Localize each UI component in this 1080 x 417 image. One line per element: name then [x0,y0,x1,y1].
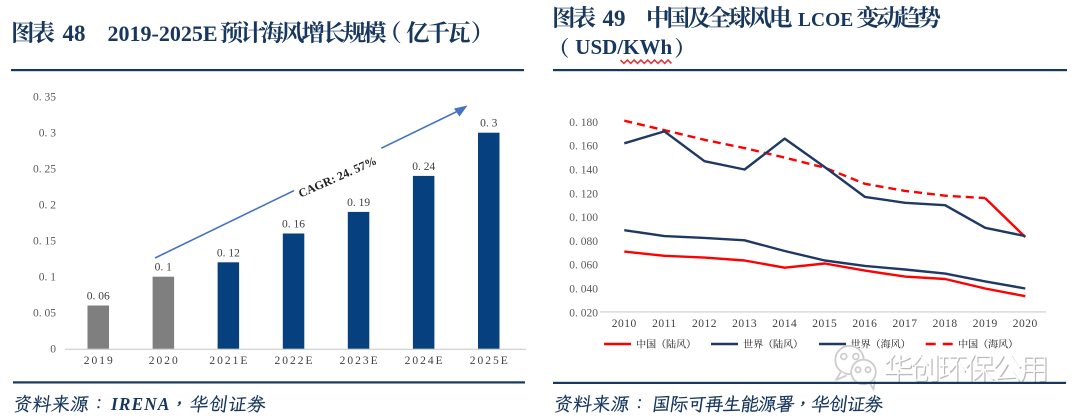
svg-text:2023E: 2023E [340,355,380,367]
svg-text:0. 19: 0. 19 [347,197,370,209]
svg-text:2025E: 2025E [470,355,510,367]
svg-text:0. 140: 0. 140 [569,165,598,177]
svg-text:0: 0 [50,344,56,356]
svg-text:0. 120: 0. 120 [569,188,598,200]
svg-text:0. 24: 0. 24 [412,161,435,173]
svg-text:0. 060: 0. 060 [569,260,598,272]
svg-text:2024E: 2024E [405,355,445,367]
svg-text:0. 160: 0. 160 [569,141,598,153]
svg-text:0. 3: 0. 3 [39,128,57,140]
svg-text:2022E: 2022E [274,355,314,367]
svg-text:2019: 2019 [84,355,115,367]
svg-text:2020: 2020 [149,355,180,367]
svg-text:USD/KWh: USD/KWh [575,35,672,59]
svg-text:0. 040: 0. 040 [569,284,598,296]
svg-text:0. 35: 0. 35 [33,92,56,104]
svg-text:2019: 2019 [973,318,998,330]
svg-text:49: 49 [603,6,626,31]
svg-text:2017: 2017 [893,318,918,330]
svg-text:2021E: 2021E [209,355,249,367]
svg-text:2011: 2011 [652,318,677,330]
svg-text:2014: 2014 [772,318,797,330]
svg-text:0. 15: 0. 15 [33,236,56,248]
svg-text:48: 48 [63,21,86,46]
svg-text:2012: 2012 [692,318,717,330]
svg-text:0. 05: 0. 05 [33,308,56,320]
svg-text:0. 1: 0. 1 [39,272,57,284]
svg-text:0. 020: 0. 020 [569,307,598,319]
svg-text:0. 180: 0. 180 [569,117,598,129]
svg-text:2018: 2018 [933,318,958,330]
svg-text:0. 2: 0. 2 [39,200,57,212]
svg-text:0. 1: 0. 1 [155,262,173,274]
svg-text:2015: 2015 [812,318,837,330]
svg-text:0. 080: 0. 080 [569,236,598,248]
svg-text:0. 12: 0. 12 [217,247,240,259]
svg-text:2016: 2016 [852,318,877,330]
svg-text:0. 25: 0. 25 [33,164,56,176]
svg-text:LCOE: LCOE [798,10,853,31]
svg-text:0. 16: 0. 16 [282,219,305,231]
svg-text:2020: 2020 [1013,318,1038,330]
svg-text:0. 100: 0. 100 [569,212,598,224]
svg-text:2010: 2010 [612,318,637,330]
svg-text:2013: 2013 [732,318,757,330]
svg-text:IRENA: IRENA [110,394,170,414]
svg-text:0. 06: 0. 06 [87,291,110,303]
svg-text:2019-2025E: 2019-2025E [108,21,218,46]
svg-text:0. 3: 0. 3 [480,118,498,130]
